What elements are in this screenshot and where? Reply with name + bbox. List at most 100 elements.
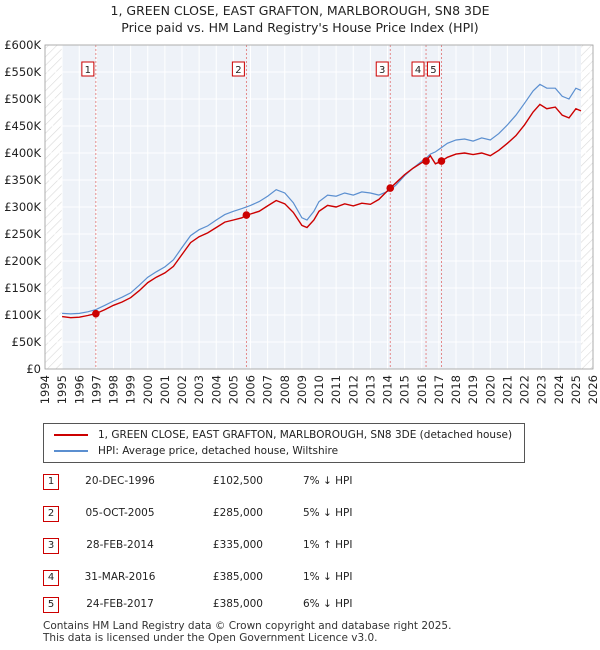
chart-title: 1, GREEN CLOSE, EAST GRAFTON, MARLBOROUG… bbox=[0, 2, 600, 36]
x-tick-label: 2008 bbox=[278, 375, 292, 404]
table-row: 3 28-FEB-2014 £335,000 1% ↑ HPI bbox=[43, 538, 463, 556]
x-tick-label: 1997 bbox=[89, 375, 103, 404]
x-tick-label: 2003 bbox=[192, 375, 206, 404]
title-subtitle: Price paid vs. HM Land Registry's House … bbox=[121, 20, 479, 35]
legend-item-hpi: HPI: Average price, detached house, Wilt… bbox=[54, 443, 338, 459]
x-tick-label: 1998 bbox=[107, 375, 121, 404]
y-tick-label: £200K bbox=[4, 254, 41, 268]
sale-point bbox=[242, 211, 251, 219]
y-tick-label: £0 bbox=[26, 362, 41, 376]
x-tick-label: 2021 bbox=[500, 375, 514, 404]
x-tick-label: 2016 bbox=[415, 375, 429, 404]
sale-date: 31-MAR-2016 bbox=[84, 571, 156, 583]
sale-hpi-diff: 6% ↓ HPI bbox=[303, 598, 353, 610]
table-row: 5 24-FEB-2017 £385,000 6% ↓ HPI bbox=[43, 597, 463, 615]
sale-label-box bbox=[375, 61, 389, 77]
sale-label-box bbox=[411, 61, 425, 77]
y-tick-label: £350K bbox=[4, 173, 41, 187]
y-tick-label: £150K bbox=[4, 281, 41, 295]
x-tick-label: 2002 bbox=[175, 375, 189, 404]
x-tick-label: 2004 bbox=[209, 375, 223, 404]
sale-point bbox=[437, 157, 446, 165]
y-tick-label: £600K bbox=[4, 38, 41, 52]
sale-number-badge: 3 bbox=[43, 538, 59, 554]
sale-price: £285,000 bbox=[212, 507, 263, 519]
sale-label-box bbox=[426, 61, 440, 77]
sale-number-badge: 2 bbox=[43, 506, 59, 522]
x-tick-label: 1995 bbox=[55, 375, 69, 404]
y-tick-label: £250K bbox=[4, 227, 41, 241]
sale-date: 24-FEB-2017 bbox=[86, 598, 154, 610]
legend-label-hpi: HPI: Average price, detached house, Wilt… bbox=[98, 445, 339, 457]
x-tick-label: 2010 bbox=[312, 375, 326, 404]
sale-price: £102,500 bbox=[212, 475, 263, 487]
legend-label-property: 1, GREEN CLOSE, EAST GRAFTON, MARLBOROUG… bbox=[98, 429, 513, 441]
x-tick-label: 2020 bbox=[483, 375, 497, 404]
y-tick-label: £400K bbox=[4, 146, 41, 160]
sale-label-number: 4 bbox=[415, 65, 421, 76]
x-tick-label: 2009 bbox=[295, 375, 309, 404]
y-tick-label: £100K bbox=[4, 308, 41, 322]
sale-date: 05-OCT-2005 bbox=[85, 507, 155, 519]
x-tick-label: 2022 bbox=[518, 375, 532, 404]
x-tick-label: 2007 bbox=[261, 375, 275, 404]
legend-item-property: 1, GREEN CLOSE, EAST GRAFTON, MARLBOROUG… bbox=[54, 427, 512, 443]
x-tick-label: 2018 bbox=[449, 375, 463, 404]
x-tick-label: 2001 bbox=[158, 375, 172, 404]
x-tick-label: 2014 bbox=[381, 375, 395, 404]
x-tick-label: 2005 bbox=[226, 375, 240, 404]
sale-date: 28-FEB-2014 bbox=[86, 539, 154, 551]
series-line-hpi bbox=[62, 83, 582, 315]
sale-date: 20-DEC-1996 bbox=[85, 475, 155, 487]
sale-price: £385,000 bbox=[212, 598, 263, 610]
legend-swatch-blue bbox=[54, 450, 88, 452]
sale-hpi-diff: 1% ↓ HPI bbox=[303, 571, 353, 583]
sale-hpi-diff: 5% ↓ HPI bbox=[303, 507, 353, 519]
y-tick-label: £450K bbox=[4, 119, 41, 133]
sale-number-badge: 4 bbox=[43, 570, 59, 586]
x-tick-label: 2006 bbox=[244, 375, 258, 404]
legend: 1, GREEN CLOSE, EAST GRAFTON, MARLBOROUG… bbox=[43, 423, 525, 463]
y-tick-label: £500K bbox=[4, 92, 41, 106]
x-tick-label: 2026 bbox=[586, 375, 600, 404]
x-tick-label: 2024 bbox=[552, 375, 566, 404]
x-tick-label: 2013 bbox=[363, 375, 377, 404]
x-tick-label: 2012 bbox=[346, 375, 360, 404]
sale-label-number: 3 bbox=[379, 65, 385, 76]
sale-label-number: 1 bbox=[85, 65, 91, 76]
sale-price: £385,000 bbox=[212, 571, 263, 583]
x-tick-label: 2011 bbox=[329, 375, 343, 404]
x-tick-label: 2025 bbox=[569, 375, 583, 404]
sale-label-number: 5 bbox=[430, 65, 436, 76]
table-row: 4 31-MAR-2016 £385,000 1% ↓ HPI bbox=[43, 570, 463, 588]
sale-point bbox=[422, 157, 430, 165]
x-tick-label: 1996 bbox=[72, 375, 86, 404]
y-tick-label: £550K bbox=[4, 65, 41, 79]
sale-price: £335,000 bbox=[212, 539, 263, 551]
x-tick-label: 1994 bbox=[38, 375, 52, 404]
table-row: 1 20-DEC-1996 £102,500 7% ↓ HPI bbox=[43, 474, 463, 492]
sale-label-box bbox=[81, 61, 95, 77]
x-tick-label: 1999 bbox=[124, 375, 138, 404]
x-tick-label: 2000 bbox=[141, 375, 155, 404]
price-chart: £0 £50K £100K £150K £200K £250K £300K £350K £400… bbox=[4, 38, 600, 404]
sale-point bbox=[386, 184, 395, 192]
sale-label-number: 2 bbox=[235, 65, 241, 76]
sale-number-badge: 1 bbox=[43, 474, 59, 490]
y-tick-label: £300K bbox=[4, 200, 41, 214]
footer-attribution: Contains HM Land Registry data © Crown c… bbox=[43, 620, 451, 644]
x-tick-label: 2017 bbox=[432, 375, 446, 404]
series-line-property bbox=[62, 103, 582, 319]
sale-hpi-diff: 7% ↓ HPI bbox=[303, 475, 353, 487]
sale-number-badge: 5 bbox=[43, 597, 59, 613]
x-tick-label: 2023 bbox=[535, 375, 549, 404]
title-address: 1, GREEN CLOSE, EAST GRAFTON, MARLBOROUG… bbox=[110, 3, 490, 18]
legend-swatch-red bbox=[54, 434, 88, 436]
x-tick-label: 2019 bbox=[466, 375, 480, 404]
plot-frame bbox=[44, 44, 594, 370]
sale-hpi-diff: 1% ↑ HPI bbox=[303, 539, 353, 551]
footer-line-licence: This data is licensed under the Open Gov… bbox=[43, 632, 378, 644]
y-tick-label: £50K bbox=[12, 335, 42, 349]
x-tick-label: 2015 bbox=[398, 375, 412, 404]
sale-point bbox=[92, 309, 100, 318]
